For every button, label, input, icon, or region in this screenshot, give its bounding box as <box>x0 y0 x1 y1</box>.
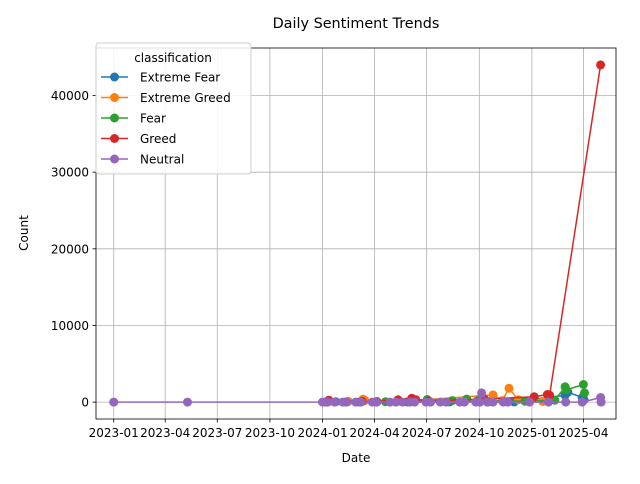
data-point-neutral <box>410 397 420 407</box>
data-point-neutral <box>330 397 339 407</box>
x-tick-label: 2024-01 <box>297 426 347 440</box>
data-point-neutral <box>503 397 513 407</box>
legend: classification Extreme Fear Extreme Greed… <box>95 42 252 175</box>
x-axis-label: Date <box>342 451 371 465</box>
x-tick-label: 2024-07 <box>402 426 452 440</box>
plot-frame <box>95 47 617 420</box>
data-point-neutral <box>459 397 469 407</box>
x-tick-label: 2023-10 <box>245 426 295 440</box>
x-tick-label: 2024-04 <box>350 426 400 440</box>
legend-label: Neutral <box>140 153 184 167</box>
data-point-fear <box>578 380 588 389</box>
x-tick-label: 2023-07 <box>192 426 242 440</box>
data-point-neutral <box>477 388 487 398</box>
legend-marker-greed <box>110 134 119 143</box>
y-tick-label: 30000 <box>51 166 89 180</box>
legend-label: Extreme Greed <box>140 91 231 105</box>
data-point-greed <box>596 60 606 70</box>
y-tick-label: 0 <box>81 396 89 410</box>
series-layer <box>109 60 606 407</box>
y-axis-label: Count <box>17 215 31 251</box>
data-point-neutral <box>183 397 192 407</box>
chart-title: Daily Sentiment Trends <box>273 16 440 32</box>
data-point-neutral <box>488 397 498 407</box>
data-point-neutral <box>561 397 571 407</box>
y-tick-label: 40000 <box>51 89 89 103</box>
data-point-neutral <box>356 397 366 407</box>
data-point-neutral <box>426 397 436 407</box>
data-point-fear <box>561 385 571 395</box>
data-point-neutral <box>577 397 587 407</box>
legend-item-neutral: Neutral <box>101 153 184 167</box>
data-point-neutral <box>391 397 401 407</box>
data-point-neutral <box>342 397 352 407</box>
data-point-neutral <box>596 397 606 407</box>
data-point-neutral <box>398 397 408 407</box>
data-point-fear <box>580 388 589 398</box>
legend-item-extreme-fear: Extreme Fear <box>101 71 220 85</box>
y-tick-label: 20000 <box>51 242 89 256</box>
legend-label: Fear <box>140 112 166 126</box>
legend-label: Greed <box>140 132 176 146</box>
series-neutral <box>109 388 606 407</box>
data-point-greed <box>545 390 555 400</box>
legend-marker-extreme-fear <box>110 72 119 82</box>
x-tick-label: 2025-04 <box>558 426 608 440</box>
data-point-neutral <box>371 397 381 407</box>
x-axis: 2023-01 2023-04 2023-07 2023-10 2024-01 2024-… <box>89 419 608 440</box>
legend-items: Extreme Fear Extreme Greed Fear Greed Neutra… <box>101 71 231 167</box>
data-point-neutral <box>323 397 333 407</box>
legend-title: classification <box>134 51 212 65</box>
legend-label: Extreme Fear <box>140 71 220 85</box>
data-point-neutral <box>441 397 451 407</box>
y-axis: 0 10000 20000 30000 40000 <box>51 89 96 410</box>
x-tick-label: 2023-01 <box>89 426 139 440</box>
legend-item-greed: Greed <box>101 132 176 146</box>
data-point-neutral <box>544 397 553 407</box>
legend-marker-fear <box>110 113 119 123</box>
legend-marker-extreme-greed <box>110 93 119 102</box>
y-tick-label: 10000 <box>51 319 89 333</box>
data-point-neutral <box>475 397 485 407</box>
data-point-neutral <box>525 397 535 407</box>
legend-box <box>95 42 252 175</box>
data-point-extreme-greed <box>488 390 498 400</box>
data-point-neutral <box>109 397 119 407</box>
x-tick-label: 2025-01 <box>507 426 557 440</box>
legend-item-fear: Fear <box>101 112 166 126</box>
x-tick-label: 2024-10 <box>454 426 504 440</box>
x-tick-label: 2023-04 <box>140 426 190 440</box>
legend-item-extreme-greed: Extreme Greed <box>101 91 231 105</box>
legend-marker-neutral <box>110 154 119 164</box>
data-point-extreme-greed <box>504 383 514 393</box>
